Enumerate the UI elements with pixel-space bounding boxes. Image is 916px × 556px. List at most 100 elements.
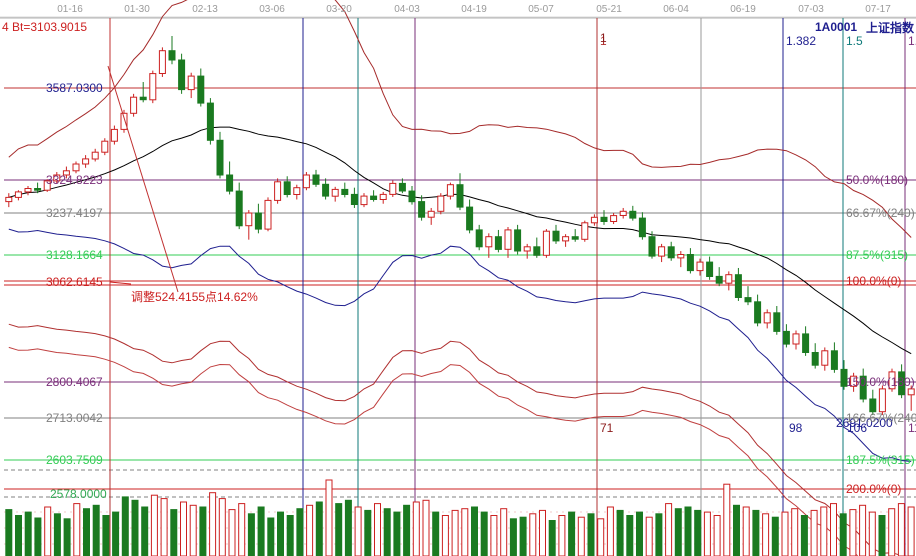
candle <box>149 70 157 104</box>
symbol-code: 1A0001 <box>815 20 858 34</box>
fibonacci-level-label: 150.0%(180) <box>846 375 915 389</box>
candle <box>802 326 810 356</box>
volume-bar <box>888 508 896 556</box>
candle <box>130 93 138 117</box>
volume-bar <box>150 494 158 556</box>
price-axis-label: 3587.0300 <box>46 81 103 95</box>
candle <box>5 193 13 208</box>
date-tick: 02-13 <box>192 4 218 15</box>
candle <box>110 125 118 145</box>
candle <box>686 248 694 274</box>
volume-bar <box>878 515 886 556</box>
candle <box>341 182 349 198</box>
adjustment-annotation: 调整524.4155点14.62% <box>131 290 258 304</box>
price-axis-label: 3062.6145 <box>46 275 103 289</box>
volume-bar <box>626 515 634 556</box>
candle <box>360 193 368 208</box>
candle <box>485 233 493 258</box>
volume-bar <box>636 511 643 556</box>
candle <box>725 271 733 291</box>
volume-bar <box>15 515 22 556</box>
bar-index-marker: 71 <box>600 421 614 435</box>
fibonacci-level-label: 66.67%(240) <box>846 206 915 220</box>
candle <box>638 212 646 240</box>
volume-bar <box>733 504 740 556</box>
candle <box>178 53 186 94</box>
volume-bar <box>247 513 255 556</box>
candle <box>840 360 848 390</box>
fibonacci-level-label: 87.5%(315) <box>846 248 909 262</box>
volume-bar <box>403 504 411 556</box>
candle <box>869 389 877 416</box>
volume-panel-label: 2578.0000 <box>50 487 107 501</box>
date-tick: 04-19 <box>461 4 487 15</box>
vertical-line-label: 1 <box>600 34 607 48</box>
candle <box>14 190 22 201</box>
fibonacci-level-label: 50.0%(180) <box>846 173 909 187</box>
volume-bar <box>34 517 42 556</box>
price-axis-label: 2691.0200 <box>836 416 893 430</box>
candle <box>792 330 800 350</box>
candle <box>245 210 253 240</box>
candle <box>187 72 195 99</box>
volume-bar <box>83 508 90 556</box>
candle <box>706 256 714 280</box>
candle <box>456 173 464 211</box>
bar-index-marker: 1 <box>600 31 607 45</box>
volume-bar <box>830 503 837 556</box>
header-left-readout: 4 Bt=3103.9015 <box>2 20 88 34</box>
candle <box>773 306 781 335</box>
volume-bar <box>713 515 721 556</box>
fibonacci-level-label: 100.0%(0) <box>846 274 902 288</box>
volume-bar <box>315 501 323 556</box>
volume-bar <box>471 506 478 556</box>
price-axis-label: 2603.7509 <box>46 453 103 467</box>
candle <box>274 178 282 204</box>
volume-bar <box>597 518 605 556</box>
candle <box>466 199 474 234</box>
volume-bar <box>141 506 149 556</box>
volume-bar <box>791 508 799 556</box>
candle <box>571 229 579 242</box>
candle <box>389 180 397 197</box>
fibonacci-level-label: 200.0%(0) <box>846 482 902 496</box>
candle <box>379 191 387 204</box>
volume-bar <box>354 506 362 556</box>
candle <box>446 182 454 200</box>
candle <box>475 224 483 251</box>
candle <box>888 368 896 392</box>
volume-bar <box>335 503 343 556</box>
candle <box>302 172 310 191</box>
candle <box>398 178 406 194</box>
volume-bar <box>180 501 187 556</box>
volume-bar <box>296 508 304 556</box>
volume-bar <box>422 499 430 556</box>
candle <box>350 187 358 208</box>
candle <box>53 172 61 184</box>
volume-bar <box>73 503 81 556</box>
volume-bar <box>771 516 779 556</box>
bar-index-marker: 106 <box>847 421 868 435</box>
volume-bar <box>306 504 314 556</box>
candle <box>120 109 128 133</box>
candle <box>734 267 742 301</box>
candle <box>235 182 243 230</box>
candle <box>312 169 320 187</box>
candle <box>264 197 272 232</box>
candle <box>158 47 166 77</box>
volume-bar <box>257 506 265 556</box>
volume-bar <box>374 503 381 556</box>
candle <box>600 210 608 225</box>
candle <box>322 178 330 200</box>
volume-bar <box>238 503 246 556</box>
volume-bar <box>616 509 624 556</box>
candle <box>72 161 80 174</box>
volume-bar <box>131 499 139 556</box>
volume-bar <box>762 513 770 556</box>
candle <box>168 35 176 65</box>
candle <box>206 98 214 145</box>
volume-bar <box>170 509 178 556</box>
volume-bar <box>325 479 333 556</box>
volume-bar <box>121 496 129 556</box>
